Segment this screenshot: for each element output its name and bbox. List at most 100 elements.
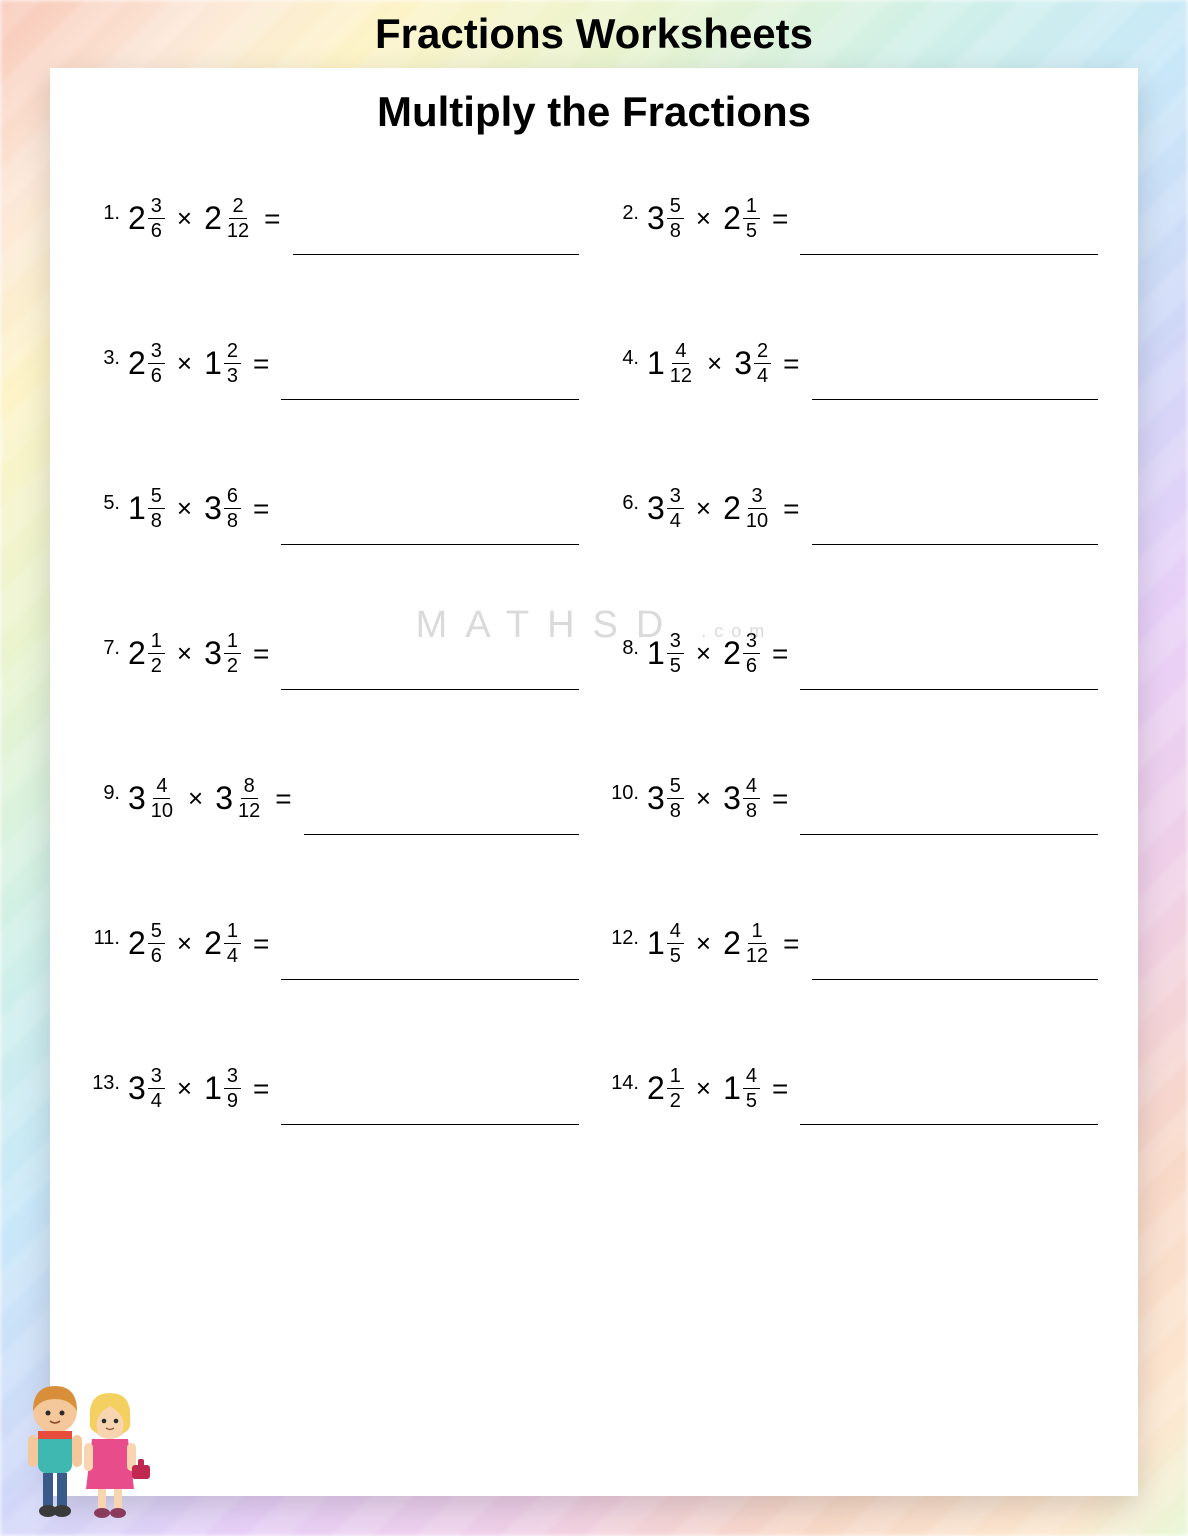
denominator-a: 6 [148,364,165,386]
numerator-b: 3 [748,486,765,509]
numerator-b: 4 [743,1066,760,1089]
numerator-b: 6 [224,486,241,509]
operand-b: 2310 [723,486,771,531]
equals-sign: = [783,928,799,960]
numerator-a: 3 [148,1066,165,1089]
denominator-b: 8 [743,799,760,821]
answer-blank[interactable] [800,1124,1098,1125]
denominator-b: 10 [743,509,771,531]
operand-b: 214 [204,921,241,966]
problem-number: 5. [90,492,120,515]
denominator-b: 4 [224,944,241,966]
answer-blank[interactable] [800,834,1098,835]
fraction-b: 14 [224,921,241,966]
operand-b: 368 [204,486,241,531]
denominator-b: 12 [235,799,263,821]
whole-b: 2 [723,925,741,962]
operand-a: 358 [647,776,684,821]
whole-b: 3 [204,490,222,527]
multiply-operator: × [696,638,711,669]
problem-row: 6.334×2310= [609,486,1098,531]
equals-sign: = [253,1073,269,1105]
whole-a: 3 [128,1070,146,1107]
denominator-b: 5 [743,1089,760,1111]
problem-expression: 236×123= [128,341,273,386]
operand-a: 236 [128,196,165,241]
operand-b: 215 [723,196,760,241]
whole-a: 1 [647,345,665,382]
numerator-a: 4 [667,921,684,944]
problem-expression: 358×215= [647,196,792,241]
answer-blank[interactable] [812,979,1098,980]
answer-blank[interactable] [281,1124,579,1125]
answer-blank[interactable] [304,834,579,835]
denominator-b: 3 [224,364,241,386]
multiply-operator: × [177,493,192,524]
fraction-b: 48 [743,776,760,821]
answer-blank[interactable] [800,254,1098,255]
problem-number: 13. [90,1072,120,1095]
whole-b: 3 [204,635,222,672]
whole-b: 2 [204,925,222,962]
problem-expression: 1412×324= [647,341,804,386]
problem-number: 3. [90,347,120,370]
numerator-a: 4 [153,776,170,799]
fraction-a: 36 [148,341,165,386]
problem-row: 12.145×2112= [609,921,1098,966]
fraction-a: 58 [667,196,684,241]
problem-row: 7.212×312= [90,631,579,676]
answer-blank[interactable] [293,254,579,255]
whole-b: 2 [723,635,741,672]
whole-b: 3 [215,780,233,817]
answer-blank[interactable] [800,689,1098,690]
operand-b: 348 [723,776,760,821]
multiply-operator: × [696,783,711,814]
fraction-a: 410 [148,776,176,821]
whole-a: 1 [647,635,665,672]
denominator-a: 6 [148,219,165,241]
problem-expression: 334×2310= [647,486,804,531]
numerator-b: 1 [748,921,765,944]
numerator-a: 1 [667,1066,684,1089]
fraction-a: 412 [667,341,695,386]
numerator-a: 4 [672,341,689,364]
operand-a: 236 [128,341,165,386]
whole-a: 1 [128,490,146,527]
operand-a: 212 [647,1066,684,1111]
denominator-b: 12 [743,944,771,966]
fraction-b: 45 [743,1066,760,1111]
numerator-b: 1 [743,196,760,219]
denominator-a: 5 [667,944,684,966]
problem-number: 10. [609,782,639,805]
denominator-a: 12 [667,364,695,386]
whole-a: 3 [647,780,665,817]
problem-row: 2.358×215= [609,196,1098,241]
problem-number: 6. [609,492,639,515]
operand-a: 135 [647,631,684,676]
multiply-operator: × [177,928,192,959]
fraction-b: 39 [224,1066,241,1111]
answer-blank[interactable] [812,544,1098,545]
fraction-a: 58 [667,776,684,821]
whole-a: 1 [647,925,665,962]
answer-blank[interactable] [281,399,579,400]
answer-blank[interactable] [812,399,1098,400]
problem-expression: 212×145= [647,1066,792,1111]
numerator-b: 2 [754,341,771,364]
whole-a: 3 [647,200,665,237]
equals-sign: = [783,348,799,380]
answer-blank[interactable] [281,979,579,980]
answer-blank[interactable] [281,544,579,545]
multiply-operator: × [177,1073,192,1104]
denominator-a: 8 [667,219,684,241]
operand-b: 139 [204,1066,241,1111]
fraction-a: 12 [667,1066,684,1111]
answer-blank[interactable] [281,689,579,690]
denominator-a: 4 [667,509,684,531]
fraction-a: 34 [667,486,684,531]
problem-expression: 3410×3812= [128,776,296,821]
problem-expression: 256×214= [128,921,273,966]
operand-a: 1412 [647,341,695,386]
problem-row: 9.3410×3812= [90,776,579,821]
whole-a: 2 [128,925,146,962]
